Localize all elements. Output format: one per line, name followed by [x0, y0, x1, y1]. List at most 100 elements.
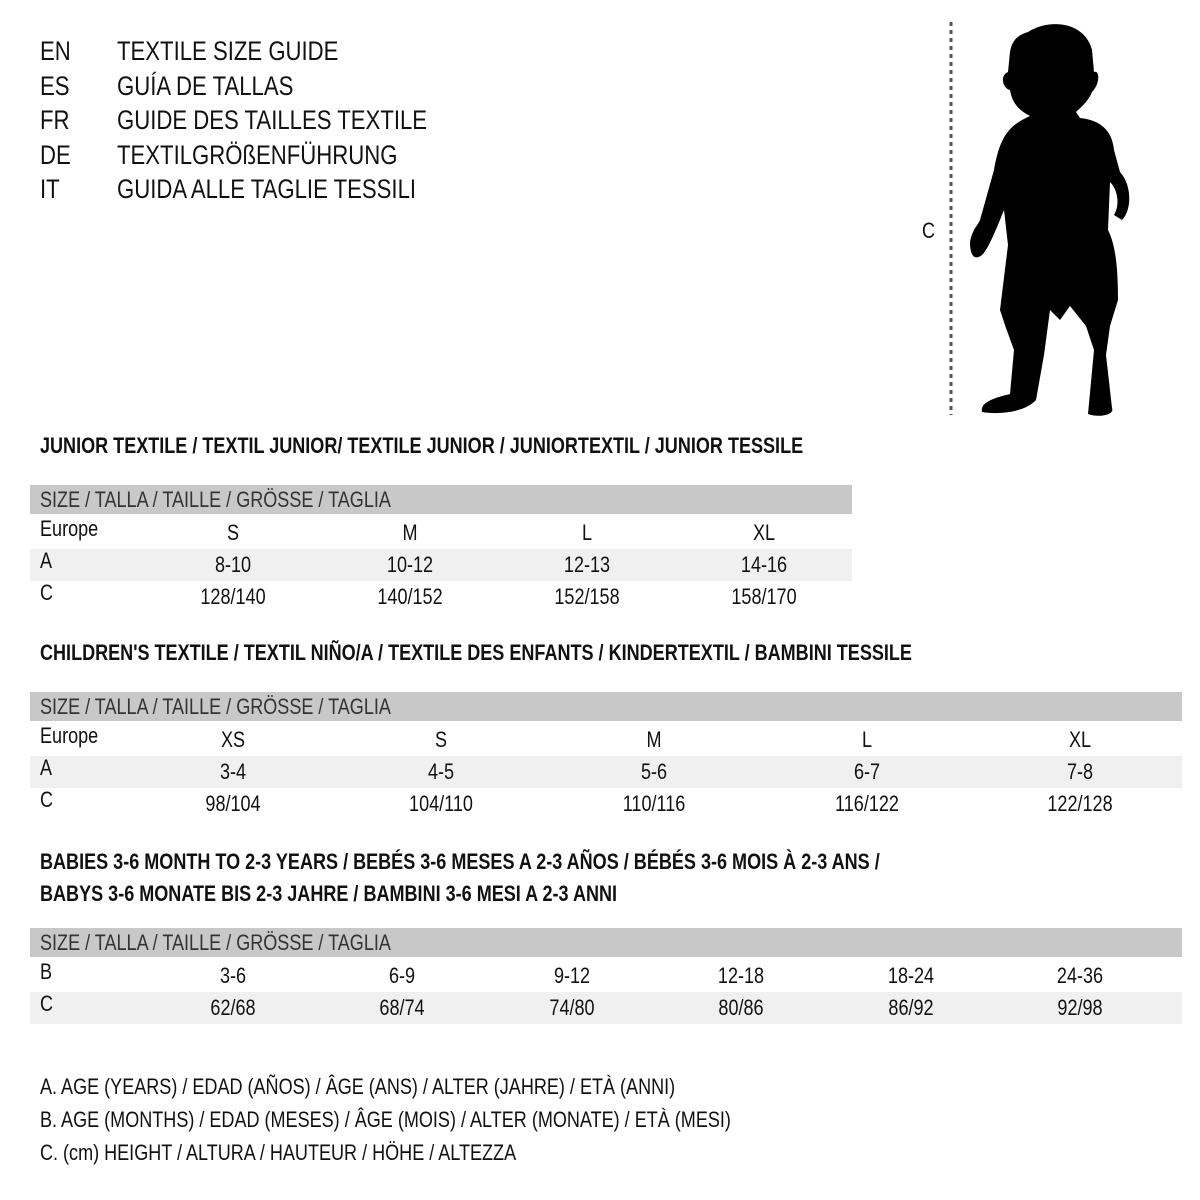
cell-value: 3-6: [219, 963, 247, 988]
table-cell: 110/116: [616, 788, 692, 820]
table-cell: 80/86: [713, 992, 768, 1024]
table-cell: 6-7: [851, 756, 883, 788]
cell-value: 74/80: [549, 995, 595, 1020]
cell-value: 18-24: [887, 963, 935, 988]
cell-value: 6-7: [853, 759, 881, 784]
table-cell: 12-13: [559, 549, 615, 581]
table-cell: 18-24: [883, 960, 939, 992]
legend-text: A. AGE (YEARS) / EDAD (AÑOS) / ÂGE (ANS)…: [40, 1074, 676, 1099]
table-row: B 3-6 6-9 9-12 12-18 18-24 24-36: [30, 959, 1182, 992]
cell-value: 8-10: [214, 552, 252, 577]
table-cell: 98/104: [199, 788, 266, 820]
cell-value: 14-16: [740, 552, 788, 577]
size-table-babies: SIZE / TALLA / TAILLE / GRÖSSE / TAGLIA …: [30, 928, 1182, 1024]
table-row: Europe S M L XL: [30, 516, 852, 549]
legend-item-b: B. AGE (MONTHS) / EDAD (MESES) / ÂGE (MO…: [40, 1103, 883, 1136]
section-title-babies: BABIES 3-6 MONTH TO 2-3 YEARS / BEBÉS 3-…: [40, 846, 1064, 910]
table-cell: XL: [751, 517, 778, 549]
cell-value: 116/122: [835, 791, 899, 816]
row-label: A: [40, 755, 53, 780]
cell-value: 110/116: [622, 791, 686, 816]
cell-value: 152/158: [554, 584, 620, 609]
size-table-children: SIZE / TALLA / TAILLE / GRÖSSE / TAGLIA …: [30, 692, 1182, 820]
cell-value: 6-9: [388, 963, 416, 988]
cell-value: 3-4: [219, 759, 247, 784]
table-cell: L: [581, 517, 593, 549]
cell-value: 92/98: [1057, 995, 1103, 1020]
size-table-junior: SIZE / TALLA / TAILLE / GRÖSSE / TAGLIA …: [30, 485, 852, 613]
language-code: IT: [40, 174, 60, 204]
table-cell: 24-36: [1052, 960, 1108, 992]
language-code: ES: [40, 70, 70, 101]
row-label: Europe: [40, 723, 99, 748]
table-cell: 8-10: [211, 549, 255, 581]
cell-value: 86/92: [888, 995, 934, 1020]
table-cell: 122/128: [1040, 788, 1120, 820]
cell-value: 12-18: [717, 963, 765, 988]
table-cell: 86/92: [883, 992, 938, 1024]
language-code: FR: [40, 105, 70, 135]
table-header: SIZE / TALLA / TAILLE / GRÖSSE / TAGLIA: [30, 928, 1182, 957]
table-cell: 116/122: [828, 788, 906, 820]
child-silhouette-icon: [949, 22, 1130, 416]
legend-item-c: C. (cm) HEIGHT / ALTURA / HAUTEUR / HÖHE…: [40, 1136, 883, 1169]
row-label: A: [40, 548, 53, 573]
table-cell: 158/170: [724, 581, 804, 613]
section-title-line: CHILDREN'S TEXTILE / TEXTIL NIÑO/A / TEX…: [40, 640, 912, 665]
table-cell: 14-16: [736, 549, 792, 581]
table-cell: 68/74: [374, 992, 429, 1024]
row-label: C: [40, 787, 54, 812]
row-label: B: [40, 959, 53, 984]
language-title: GUIDA ALLE TAGLIE TESSILI: [117, 174, 417, 204]
table-cell: M: [645, 724, 663, 756]
cell-value: XL: [1068, 727, 1092, 752]
table-cell: S: [226, 517, 241, 549]
legend-text: B. AGE (MONTHS) / EDAD (MESES) / ÂGE (MO…: [40, 1107, 731, 1132]
language-title: TEXTILGRÖßENFÜHRUNG: [117, 139, 398, 170]
table-cell: 12-18: [713, 960, 769, 992]
table-cell: 104/110: [402, 788, 480, 820]
cell-value: 68/74: [379, 995, 425, 1020]
table-header-label: SIZE / TALLA / TAILLE / GRÖSSE / TAGLIA: [40, 930, 391, 955]
table-cell: XS: [218, 724, 247, 756]
table-cell: 3-4: [217, 756, 249, 788]
table-cell: 4-5: [425, 756, 457, 788]
cell-value: 128/140: [200, 584, 266, 609]
legend-item-a: A. AGE (YEARS) / EDAD (AÑOS) / ÂGE (ANS)…: [40, 1070, 883, 1103]
legend: A. AGE (YEARS) / EDAD (AÑOS) / ÂGE (ANS)…: [40, 1070, 883, 1169]
row-label: C: [40, 580, 54, 605]
table-cell: 62/68: [205, 992, 260, 1024]
table-row: A 3-4 4-5 5-6 6-7 7-8: [30, 755, 1182, 788]
cell-value: 104/110: [409, 791, 473, 816]
cell-value: 7-8: [1066, 759, 1094, 784]
cell-value: 9-12: [553, 963, 591, 988]
language-code: DE: [40, 139, 71, 170]
cell-value: 4-5: [427, 759, 455, 784]
cell-value: 62/68: [210, 995, 256, 1020]
cell-value: 80/86: [718, 995, 764, 1020]
section-title-line: BABIES 3-6 MONTH TO 2-3 YEARS / BEBÉS 3-…: [40, 849, 880, 874]
language-title: TEXTILE SIZE GUIDE: [117, 36, 339, 66]
table-cell: S: [434, 724, 449, 756]
cell-value: 5-6: [640, 759, 668, 784]
table-header-label: SIZE / TALLA / TAILLE / GRÖSSE / TAGLIA: [40, 694, 391, 719]
cell-value: M: [402, 520, 418, 545]
cell-value: L: [861, 727, 873, 752]
row-label: Europe: [40, 516, 99, 541]
cell-value: 12-13: [563, 552, 611, 577]
table-row: C 128/140 140/152 152/158 158/170: [30, 580, 852, 613]
table-row: C 62/68 68/74 74/80 80/86 86/92 92/98: [30, 991, 1182, 1024]
section-title-children: CHILDREN'S TEXTILE / TEXTIL NIÑO/A / TEX…: [40, 637, 1103, 669]
cell-value: 140/152: [377, 584, 443, 609]
table-header: SIZE / TALLA / TAILLE / GRÖSSE / TAGLIA: [30, 485, 852, 514]
table-cell: 92/98: [1052, 992, 1107, 1024]
cell-value: 122/128: [1047, 791, 1113, 816]
legend-text: C. (cm) HEIGHT / ALTURA / HAUTEUR / HÖHE…: [40, 1140, 517, 1165]
cell-value: M: [646, 727, 662, 752]
table-cell: L: [861, 724, 873, 756]
cell-value: S: [226, 520, 240, 545]
cell-value: XS: [220, 727, 246, 752]
table-cell: XL: [1067, 724, 1094, 756]
table-row: A 8-10 10-12 12-13 14-16: [30, 548, 852, 581]
cell-value: S: [434, 727, 448, 752]
